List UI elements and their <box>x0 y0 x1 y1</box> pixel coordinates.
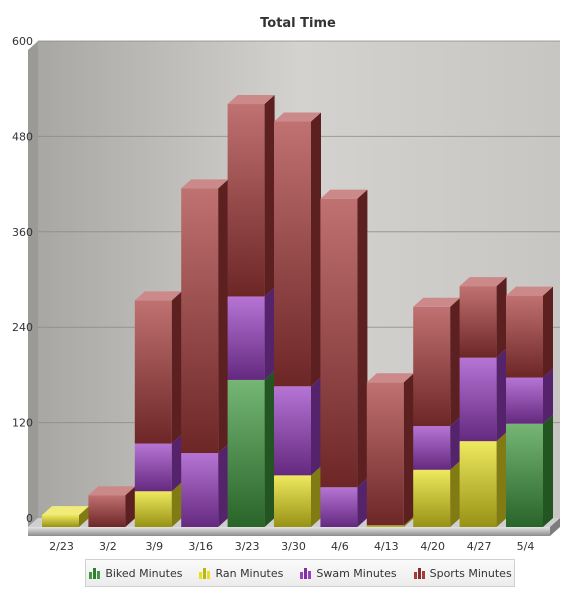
bar-segment <box>134 482 182 527</box>
bar-segment <box>181 179 229 454</box>
chart-title: Total Time <box>260 16 336 31</box>
x-tick-label: 3/9 <box>145 540 163 553</box>
y-tick-label: 480 <box>12 130 33 143</box>
legend-swatch-icon <box>88 567 101 579</box>
bar-segment <box>459 348 507 442</box>
y-tick-label: 240 <box>12 321 33 334</box>
x-tick-label: 4/6 <box>331 540 349 553</box>
legend-item[interactable]: Sports Minutes <box>413 567 512 580</box>
legend-swatch-icon <box>413 567 425 579</box>
bar-segment <box>413 417 461 470</box>
bar-segment <box>227 287 275 380</box>
legend-item[interactable]: Swam Minutes <box>299 566 397 580</box>
bar-segment <box>134 434 182 492</box>
y-tick-label: 0 <box>26 512 33 525</box>
bar-segment <box>227 370 275 527</box>
x-tick-label: 4/13 <box>374 540 399 553</box>
legend-item[interactable]: Biked Minutes <box>88 567 182 580</box>
bar-segment <box>274 377 321 476</box>
x-tick-label: 3/30 <box>281 540 306 553</box>
x-tick-label: 3/16 <box>188 540 213 553</box>
bar-segment <box>506 414 553 527</box>
bar-segment <box>366 373 414 526</box>
y-tick-label: 360 <box>12 226 33 239</box>
legend-label: Sports Minutes <box>429 566 512 580</box>
bar-segment <box>42 506 89 527</box>
bar-segment <box>181 444 229 527</box>
bar-segment <box>274 466 321 527</box>
bar-segment <box>88 486 136 527</box>
bar-segment <box>506 368 553 424</box>
legend-item[interactable]: Ran Minutes <box>198 567 283 580</box>
legend-label: Biked Minutes <box>105 566 183 580</box>
bar-segment <box>459 277 507 358</box>
x-tick-label: 3/2 <box>99 540 117 553</box>
x-tick-label: 4/20 <box>420 540 445 553</box>
bar-segment <box>506 286 553 378</box>
floor-front <box>28 527 550 536</box>
bar-segment <box>413 297 461 427</box>
x-tick-label: 5/4 <box>517 540 535 553</box>
bar-segment <box>366 516 414 527</box>
y-tick-label: 120 <box>12 417 33 430</box>
bar-segment <box>274 112 321 387</box>
plot-left-wall <box>28 41 38 527</box>
legend: Biked Minutes Ran Minutes Swam Minutes Spor… <box>85 559 515 587</box>
x-tick-label: 2/23 <box>49 540 74 553</box>
legend-swatch-icon <box>198 567 211 579</box>
bar-segment <box>320 189 368 488</box>
legend-label: Ran Minutes <box>215 566 284 580</box>
floor-side <box>550 518 560 536</box>
legend-swatch-icon <box>299 567 312 579</box>
x-tick-label: 4/27 <box>467 540 492 553</box>
bar-segment <box>227 95 275 297</box>
x-tick-label: 3/23 <box>235 540 260 553</box>
bar-segment <box>320 478 368 527</box>
bar-segment <box>413 460 461 527</box>
bar-segment <box>134 291 182 444</box>
y-tick-label: 600 <box>12 35 33 48</box>
bar-segment <box>459 432 507 527</box>
legend-label: Swam Minutes <box>316 566 397 580</box>
